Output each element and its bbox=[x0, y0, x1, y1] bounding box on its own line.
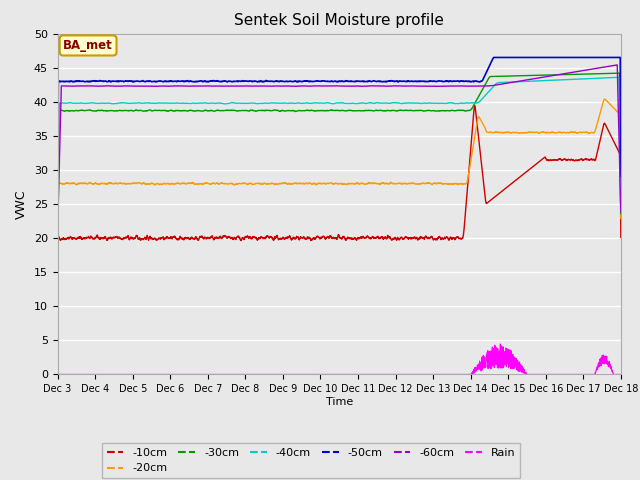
-60cm bbox=[269, 83, 277, 89]
Line: -10cm: -10cm bbox=[58, 106, 621, 305]
-50cm bbox=[54, 225, 61, 231]
-10cm bbox=[471, 103, 479, 108]
-10cm bbox=[269, 238, 277, 243]
-30cm bbox=[617, 211, 625, 216]
-60cm bbox=[118, 84, 125, 89]
Rain bbox=[497, 341, 504, 347]
-20cm bbox=[606, 101, 614, 107]
Text: BA_met: BA_met bbox=[63, 39, 113, 52]
-10cm bbox=[545, 157, 553, 163]
-20cm bbox=[601, 96, 609, 102]
-10cm bbox=[118, 236, 125, 241]
-30cm bbox=[606, 71, 614, 76]
-20cm bbox=[269, 181, 277, 187]
-40cm bbox=[118, 100, 125, 106]
-40cm bbox=[54, 236, 61, 242]
Y-axis label: VWC: VWC bbox=[15, 189, 28, 219]
-60cm bbox=[294, 83, 302, 89]
-10cm bbox=[152, 236, 159, 241]
-10cm bbox=[54, 302, 61, 308]
-50cm bbox=[606, 55, 614, 60]
Line: -40cm: -40cm bbox=[58, 77, 621, 239]
Rain bbox=[617, 372, 625, 377]
-50cm bbox=[490, 55, 498, 60]
Title: Sentek Soil Moisture profile: Sentek Soil Moisture profile bbox=[234, 13, 444, 28]
-40cm bbox=[545, 77, 553, 83]
-60cm bbox=[613, 62, 621, 68]
-10cm bbox=[617, 235, 625, 240]
Legend: -10cm, -20cm, -30cm, -40cm, -50cm, -60cm, Rain: -10cm, -20cm, -30cm, -40cm, -50cm, -60cm… bbox=[102, 444, 520, 478]
-20cm bbox=[617, 216, 625, 221]
Rain bbox=[54, 372, 61, 377]
-30cm bbox=[118, 108, 125, 114]
-40cm bbox=[152, 100, 159, 106]
-30cm bbox=[545, 72, 553, 78]
-30cm bbox=[269, 107, 277, 113]
-30cm bbox=[616, 70, 623, 76]
-30cm bbox=[54, 230, 61, 236]
-10cm bbox=[294, 234, 302, 240]
-40cm bbox=[269, 100, 277, 106]
-60cm bbox=[54, 227, 61, 233]
-60cm bbox=[545, 73, 553, 79]
Line: -50cm: -50cm bbox=[58, 58, 621, 228]
Rain bbox=[606, 364, 614, 370]
-50cm bbox=[269, 79, 277, 84]
Rain bbox=[152, 372, 159, 377]
Line: -20cm: -20cm bbox=[58, 99, 621, 279]
Rain bbox=[269, 372, 277, 377]
-60cm bbox=[606, 63, 614, 69]
-20cm bbox=[545, 130, 553, 135]
Line: -30cm: -30cm bbox=[58, 73, 621, 233]
-50cm bbox=[152, 79, 159, 84]
-50cm bbox=[294, 79, 302, 84]
-50cm bbox=[617, 173, 625, 179]
Rain bbox=[545, 372, 553, 377]
-50cm bbox=[545, 55, 553, 60]
-30cm bbox=[152, 107, 159, 113]
-10cm bbox=[606, 131, 614, 137]
-50cm bbox=[118, 78, 125, 84]
-40cm bbox=[606, 75, 614, 81]
Rain bbox=[118, 372, 125, 377]
Rain bbox=[294, 372, 302, 377]
-20cm bbox=[118, 180, 125, 186]
-20cm bbox=[54, 276, 61, 282]
-20cm bbox=[294, 181, 302, 187]
-20cm bbox=[152, 181, 159, 187]
-60cm bbox=[617, 209, 625, 215]
Line: Rain: Rain bbox=[58, 344, 621, 374]
Line: -60cm: -60cm bbox=[58, 65, 621, 230]
X-axis label: Time: Time bbox=[326, 397, 353, 407]
-40cm bbox=[294, 100, 302, 106]
-60cm bbox=[152, 84, 159, 89]
-40cm bbox=[617, 208, 625, 214]
-30cm bbox=[294, 108, 302, 114]
-40cm bbox=[615, 74, 623, 80]
